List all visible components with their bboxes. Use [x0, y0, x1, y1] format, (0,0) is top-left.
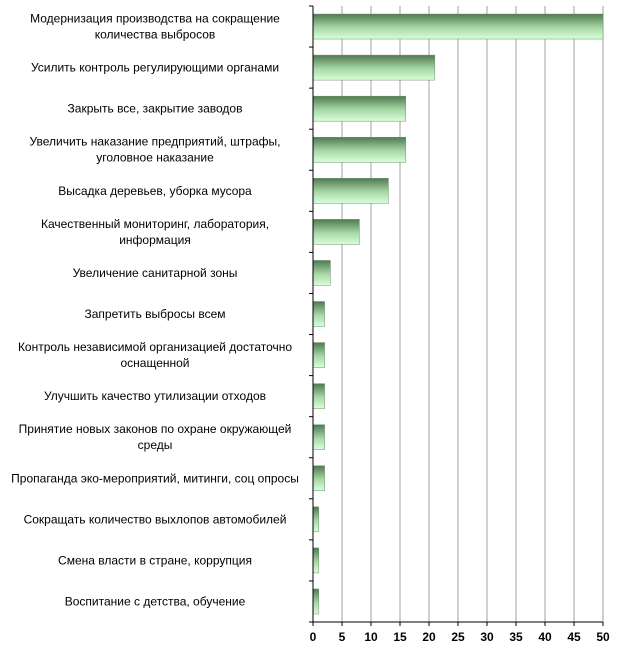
bar	[312, 13, 604, 40]
x-tick-label: 40	[538, 630, 552, 644]
x-tick-label: 25	[451, 630, 465, 644]
category-label: Улучшить качество утилизации отходов	[44, 389, 266, 403]
category-label: Качественный мониторинг, лаборатория, инф…	[41, 217, 269, 247]
category-label: Высадка деревьев, уборка мусора	[58, 184, 252, 198]
category-label: Контроль независимой организацией достат…	[18, 340, 292, 370]
bar	[312, 465, 325, 492]
bar	[312, 424, 325, 450]
bar	[312, 506, 320, 533]
x-tick-label: 5	[339, 630, 346, 644]
category-label: Запретить выбросы всем	[85, 307, 226, 321]
bar	[312, 588, 320, 615]
x-tick-label: 15	[393, 630, 407, 644]
x-tick-label: 20	[422, 630, 436, 644]
x-tick-label: 50	[596, 630, 610, 644]
category-label: Принятие новых законов по охране окружаю…	[19, 422, 292, 452]
x-tick-label: 45	[567, 630, 581, 644]
x-tick-label: 35	[509, 630, 523, 644]
bar	[312, 54, 436, 81]
bar	[312, 342, 325, 368]
category-label: Увеличение санитарной зоны	[73, 266, 238, 280]
bar	[312, 301, 325, 327]
bar	[312, 136, 407, 163]
x-tick-labels: 0 5 10 15 20 25 30 35 40 45 50	[310, 630, 610, 644]
x-tick-label: 10	[364, 630, 378, 644]
bar	[312, 219, 360, 245]
bars	[312, 13, 604, 615]
bar	[312, 178, 389, 204]
category-label: Закрыть все, закрытие заводов	[68, 102, 243, 116]
category-label: Усилить контроль регулирующими органами	[31, 61, 279, 75]
bar	[312, 260, 331, 286]
bar	[312, 547, 320, 574]
category-label: Воспитание с детства, обучение	[65, 594, 246, 608]
x-tick-label: 0	[310, 630, 317, 644]
category-label: Пропаганда эко-мероприятий, митинги, соц…	[11, 471, 299, 485]
x-tick-label: 30	[480, 630, 494, 644]
axes	[309, 5, 604, 626]
category-label: Сокращать количество выхлопов автомобиле…	[24, 512, 287, 526]
category-label: Смена власти в стране, коррупция	[58, 553, 252, 567]
category-label: Увеличить наказание предприятий, штрафы,…	[30, 135, 281, 165]
category-labels: Модернизация производства на сокращение к…	[11, 12, 299, 609]
category-label: Модернизация производства на сокращение к…	[30, 12, 280, 42]
bar	[312, 95, 407, 122]
bar	[312, 383, 325, 409]
